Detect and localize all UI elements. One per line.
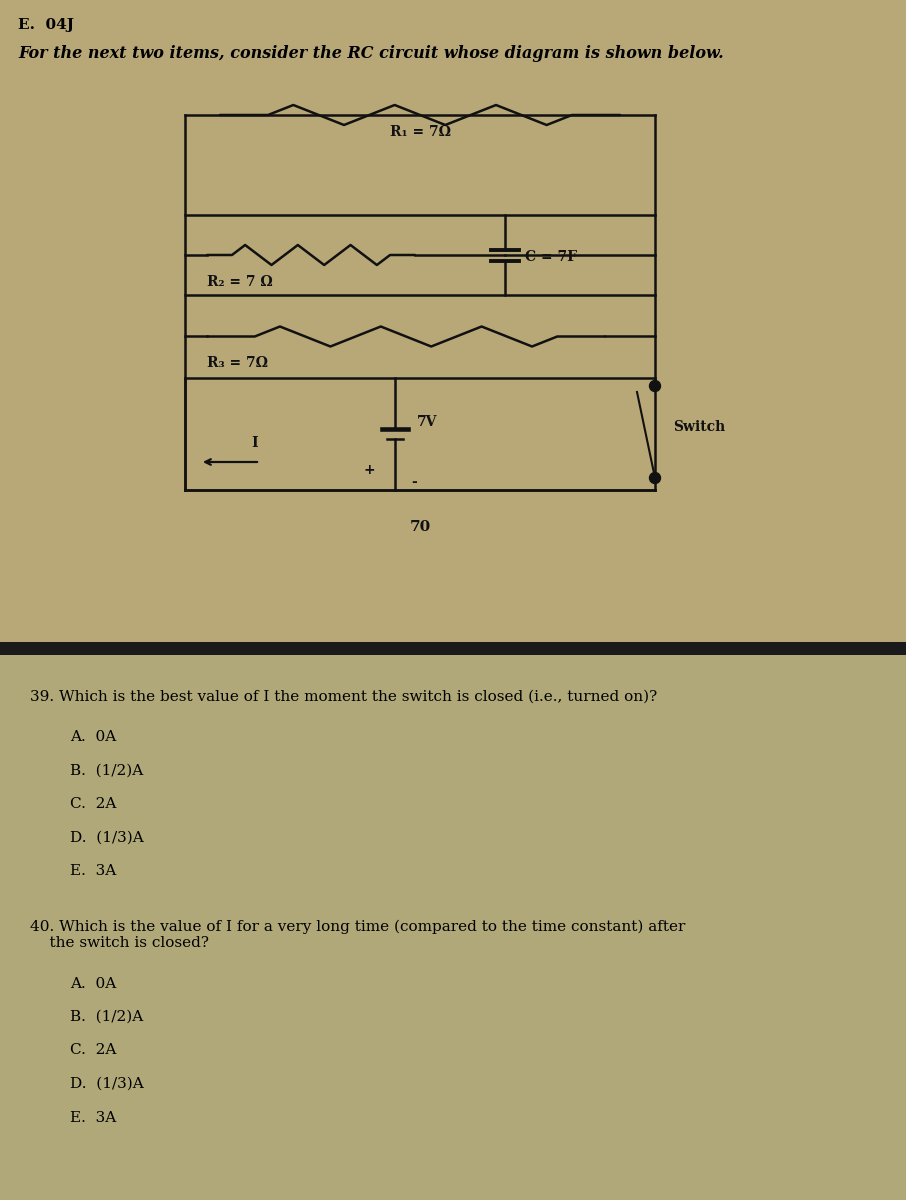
Text: R₁ = 7Ω: R₁ = 7Ω — [390, 125, 450, 139]
Text: +: + — [363, 463, 375, 476]
Text: 7V: 7V — [417, 415, 438, 428]
Text: D.  (1/3)A: D. (1/3)A — [70, 1078, 144, 1091]
Text: 39. Which is the best value of I the moment the switch is closed (i.e., turned o: 39. Which is the best value of I the mom… — [30, 690, 657, 704]
Circle shape — [650, 473, 660, 484]
Text: C = 7F: C = 7F — [525, 250, 577, 264]
Text: E.  04J: E. 04J — [18, 18, 74, 32]
Text: C.  2A: C. 2A — [70, 797, 116, 811]
Text: 40. Which is the value of I for a very long time (compared to the time constant): 40. Which is the value of I for a very l… — [30, 919, 685, 950]
Text: B.  (1/2)A: B. (1/2)A — [70, 763, 143, 778]
Bar — [0, 650, 906, 1200]
Circle shape — [650, 380, 660, 391]
Text: I: I — [252, 436, 258, 450]
Bar — [0, 0, 906, 650]
Text: B.  (1/2)A: B. (1/2)A — [70, 1010, 143, 1024]
Text: C.  2A: C. 2A — [70, 1044, 116, 1057]
Text: -: - — [411, 475, 417, 490]
Text: D.  (1/3)A: D. (1/3)A — [70, 830, 144, 845]
Text: A.  0A: A. 0A — [70, 977, 116, 990]
Bar — [0, 642, 906, 655]
Text: 70: 70 — [410, 520, 430, 534]
Text: A.  0A: A. 0A — [70, 730, 116, 744]
Text: For the next two items, consider the RC circuit whose diagram is shown below.: For the next two items, consider the RC … — [18, 44, 724, 62]
Text: E.  3A: E. 3A — [70, 864, 116, 878]
Text: Switch: Switch — [673, 420, 725, 434]
Text: E.  3A: E. 3A — [70, 1110, 116, 1124]
Text: R₂ = 7 Ω: R₂ = 7 Ω — [207, 275, 273, 289]
Text: R₃ = 7Ω: R₃ = 7Ω — [207, 356, 268, 371]
